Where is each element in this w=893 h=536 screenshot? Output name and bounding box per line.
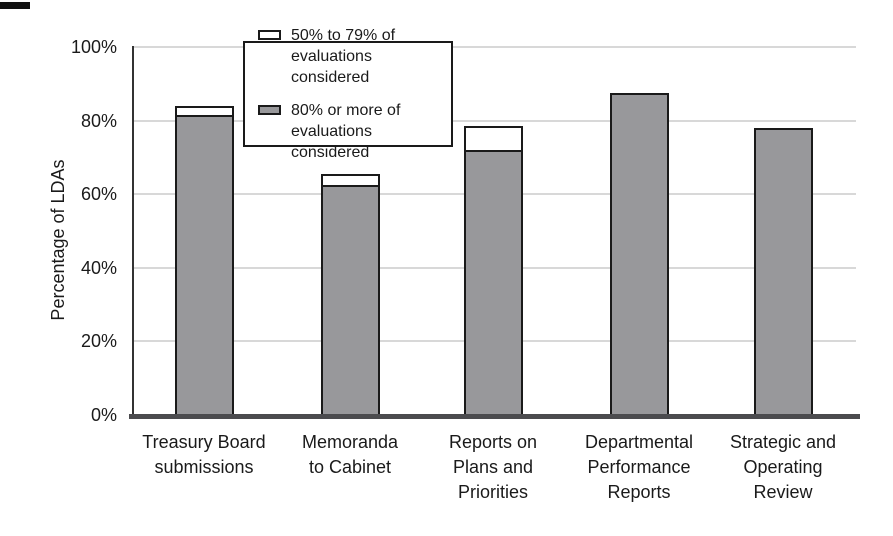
y-tick-label: 40% [80,257,117,278]
legend-item-label: 50% to 79% of evaluations considered [291,27,396,86]
legend: 50% to 79% of evaluations considered 80% … [243,27,453,161]
gridline [133,119,856,122]
y-tick-label: 20% [80,331,117,352]
x-category-label: Treasury Board submissions [142,432,266,477]
legend-item: 50% to 79% of evaluations considered [258,25,451,88]
y-axis-title: Percentage of LDAs [48,159,68,321]
x-category-label: Strategic and Operating Review [729,432,837,502]
bar-2-white-segment [322,175,378,187]
x-category-label: Memoranda to Cabinet [301,432,399,477]
bar-4 [609,93,669,418]
bar-1-white-segment [176,107,232,117]
y-tick-label: 60% [80,184,117,205]
x-category-label: Departmental Performance Reports [584,432,694,502]
x-axis-line [129,414,860,419]
bar-2 [320,173,380,418]
y-axis-line [132,46,134,416]
bar-3 [463,126,523,418]
legend-swatch-gray [258,105,281,115]
legend-item-label: 80% or more of evaluations considered [291,102,401,161]
gridline [133,46,856,48]
bar-3-white-segment [465,128,521,152]
y-tick-label: 80% [80,110,117,131]
bar-1 [174,105,234,418]
page-corner-artifact [0,2,30,9]
bar-5 [753,127,813,418]
y-tick-label: 0% [90,405,117,425]
y-tick-label: 100% [70,37,117,57]
legend-swatch-white [258,30,281,40]
x-category-label: Reports on Plans and Priorities [448,432,538,502]
legend-item: 80% or more of evaluations considered [258,100,451,163]
